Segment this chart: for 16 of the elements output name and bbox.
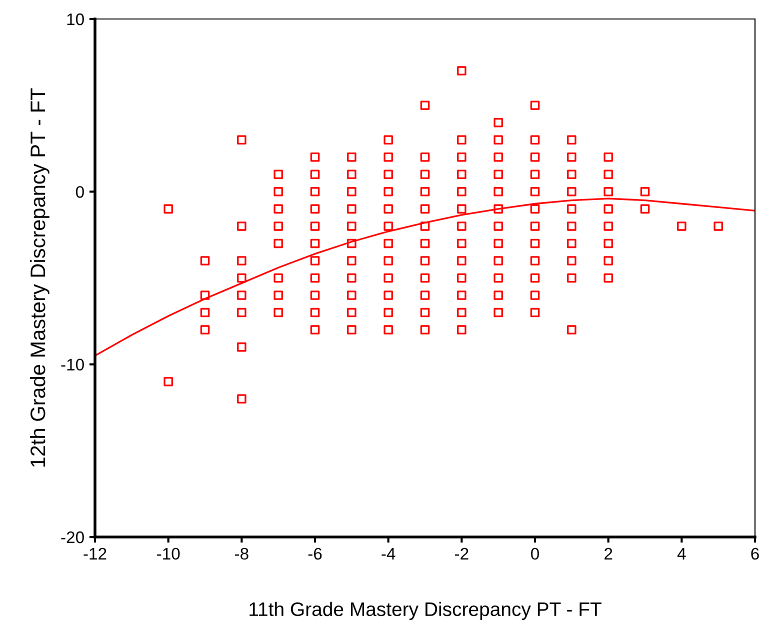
x-tick-label: 2 [604, 548, 612, 560]
x-tick-label: -10 [157, 548, 180, 560]
y-tick-label: -10 [61, 358, 84, 371]
x-tick-label: -8 [234, 548, 248, 560]
x-tick-label: -2 [454, 548, 468, 560]
x-tick-label: 4 [677, 548, 686, 560]
x-axis-title: 11th Grade Mastery Discrepancy PT - FT [250, 602, 602, 620]
y-tick-label: 0 [76, 186, 84, 198]
x-tick-label: 0 [531, 548, 539, 560]
y-tick-label: -20 [61, 531, 84, 544]
y-axis-title: 12th Grade Mastery Discrepancy PT - FT [30, 88, 50, 467]
y-tick-label: 10 [67, 13, 84, 26]
x-tick-label: -6 [308, 548, 322, 560]
x-tick-label: 6 [751, 548, 759, 560]
x-tick-label: -4 [382, 548, 396, 560]
x-tick-label: -12 [84, 548, 106, 560]
